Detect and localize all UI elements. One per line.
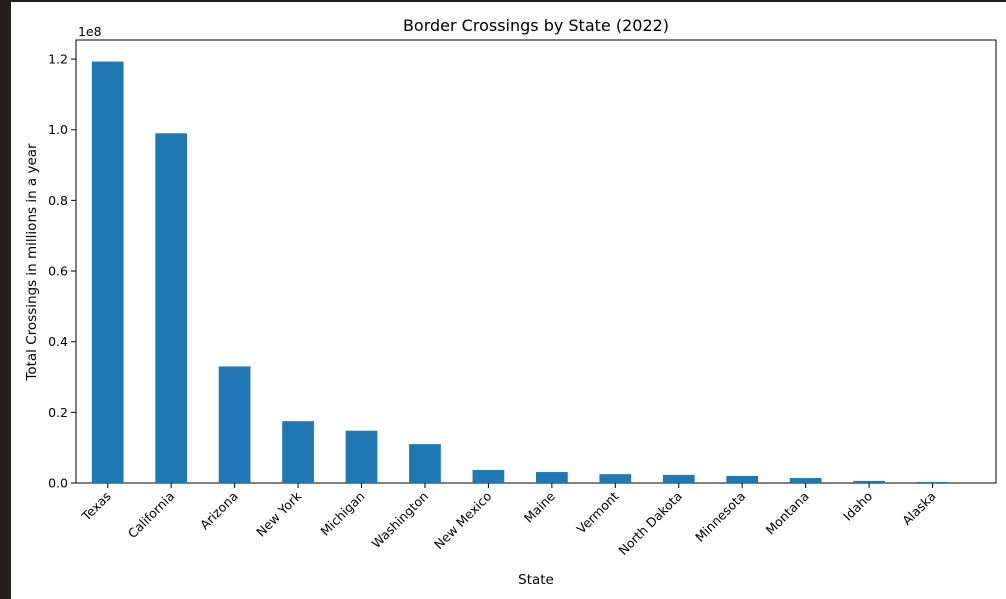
- chart-title: Border Crossings by State (2022): [403, 16, 669, 35]
- x-tick-label: Vermont: [573, 488, 621, 536]
- x-tick-label: Washington: [369, 489, 432, 552]
- bar-new-mexico: [472, 469, 505, 483]
- y-axis-label: Total Crossings in millions in a year: [24, 143, 40, 382]
- bar-chart: Border Crossings by State (2022) 1e8 0.0…: [24, 16, 997, 588]
- x-tick-label: Maine: [521, 488, 558, 525]
- y-axis: 0.0 0.2 0.4 0.6 0.8 1.0 1.2: [48, 52, 76, 491]
- x-tick-label: Michigan: [317, 489, 367, 539]
- y-offset-label: 1e8: [78, 24, 102, 39]
- bar-michigan: [345, 430, 378, 483]
- x-tick-label: New York: [253, 488, 305, 540]
- bar-washington: [409, 444, 441, 483]
- x-tick-label: North Dakota: [615, 489, 684, 558]
- plot-area: [75, 39, 997, 484]
- bar-california: [155, 133, 188, 483]
- chart-figure: Border Crossings by State (2022) 1e8 0.0…: [11, 2, 1006, 599]
- x-axis-label: State: [518, 572, 554, 588]
- bar-texas: [91, 61, 124, 484]
- x-tick-label: Minnesota: [692, 489, 748, 545]
- bar-montana: [789, 478, 822, 483]
- x-tick-label: Montana: [763, 489, 812, 538]
- x-tick-label: Arizona: [197, 489, 241, 533]
- x-tick-label: Texas: [78, 489, 114, 525]
- y-tick-label: 0.4: [48, 334, 68, 349]
- x-tick-label: New Mexico: [431, 489, 495, 553]
- bars: [91, 61, 949, 484]
- bar-arizona: [218, 366, 251, 483]
- y-tick-label: 0.0: [48, 476, 68, 491]
- bar-alaska: [916, 481, 949, 483]
- x-tick-label: Alaska: [899, 489, 939, 529]
- bar-new-york: [282, 421, 314, 483]
- x-tick-label: California: [125, 489, 178, 542]
- bar-vermont: [599, 474, 632, 483]
- bar-minnesota: [726, 475, 759, 483]
- y-tick-label: 0.2: [48, 405, 68, 420]
- x-tick-label: Idaho: [840, 489, 875, 524]
- bar-maine: [536, 472, 568, 483]
- y-tick-label: 0.8: [48, 193, 68, 208]
- y-tick-label: 1.0: [48, 122, 68, 137]
- bar-north-dakota: [662, 474, 695, 483]
- x-axis: Texas California Arizona New York Michigan Wa…: [78, 483, 939, 558]
- y-tick-label: 1.2: [48, 52, 68, 67]
- y-tick-label: 0.6: [48, 264, 68, 279]
- bar-idaho: [853, 480, 885, 483]
